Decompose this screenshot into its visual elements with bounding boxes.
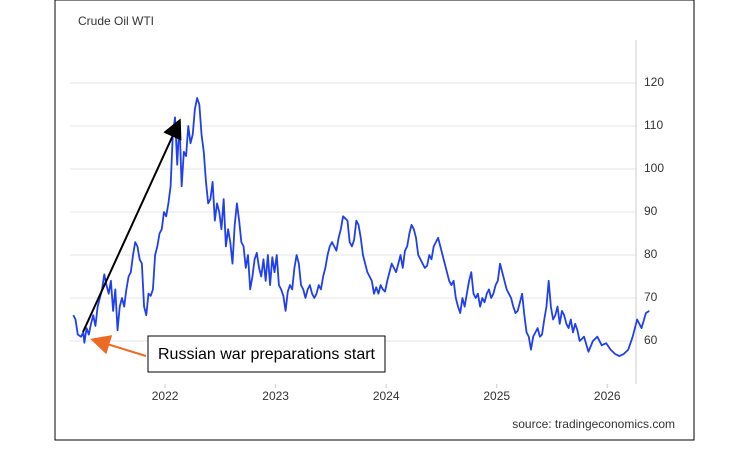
y-tick-label: 110 [644,118,663,132]
source: source: tradingeconomics.com [512,417,675,431]
annotation: Russian war preparations start [158,346,376,363]
y-tick-label: 100 [644,161,664,175]
y-tick-label: 60 [644,333,658,347]
x-tick-label: 2025 [483,389,510,403]
frame [54,0,695,441]
y-tick-label: 90 [644,204,658,218]
y-tick-label: 120 [644,75,664,89]
x-tick-label: 2024 [373,389,400,403]
x-tick-label: 2026 [594,389,621,403]
arrow [90,335,147,357]
y-tick-label: 70 [644,290,658,304]
y-tick-label: 80 [644,247,658,261]
annotation-box [147,335,386,373]
line [72,97,650,357]
chart-title: Crude Oil WTI [78,14,154,28]
x-tick-label: 2023 [262,389,289,403]
x-tick-label: 2022 [152,389,179,403]
arrow [82,118,182,333]
